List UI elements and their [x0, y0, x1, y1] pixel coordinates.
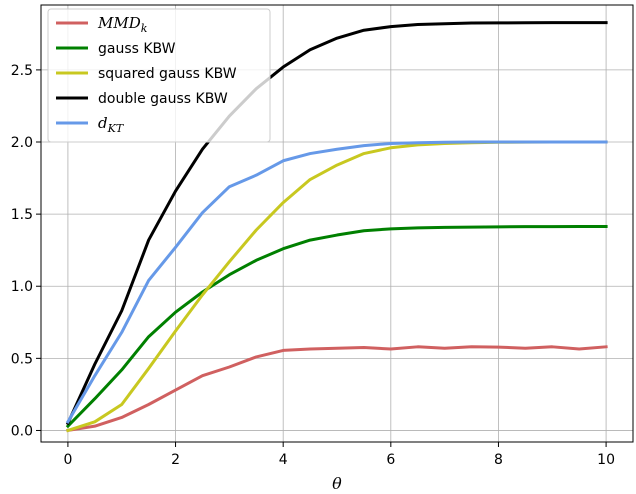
legend-label: squared gauss KBW	[98, 66, 237, 82]
x-tick-label: 4	[279, 452, 288, 468]
legend-label-subscript: k	[141, 22, 148, 35]
y-tick-label: 0.5	[11, 351, 33, 367]
y-tick-label: 2.5	[11, 63, 33, 79]
x-tick-label: 0	[63, 452, 72, 468]
x-tick-label: 2	[171, 452, 180, 468]
legend-label: dKT	[98, 114, 125, 135]
legend-label: MMDk	[97, 14, 148, 35]
y-tick-label: 2.0	[11, 135, 33, 151]
series-line-3	[65, 21, 608, 426]
legend-box	[47, 8, 271, 143]
x-tick-label: 8	[494, 452, 503, 468]
series-line-1	[65, 225, 608, 429]
y-tick-label: 1.0	[11, 279, 33, 295]
axis-ticks: 0 2 4 6 8 10 0.0 0.5 1.0 1.5 2.0 2.5	[11, 63, 615, 468]
y-tick-label: 1.5	[11, 207, 33, 223]
x-tick-label: 10	[597, 452, 615, 468]
x-axis-label: θ	[332, 474, 342, 493]
series-line-0	[66, 345, 608, 433]
plot-frame	[40, 4, 634, 443]
legend-label: double gauss KBW	[98, 91, 228, 107]
series-line-4	[65, 140, 608, 424]
y-tick-label: 0.0	[11, 423, 33, 439]
data-series	[65, 21, 608, 433]
x-tick-label: 6	[386, 452, 395, 468]
legend-label-main: MMD	[97, 14, 141, 32]
legend-label: gauss KBW	[98, 41, 176, 57]
legend-label-main: d	[98, 114, 108, 132]
legend-label-subscript: KT	[107, 122, 125, 135]
legend: MMDk gauss KBW squared gauss KBW double gau…	[47, 8, 271, 143]
